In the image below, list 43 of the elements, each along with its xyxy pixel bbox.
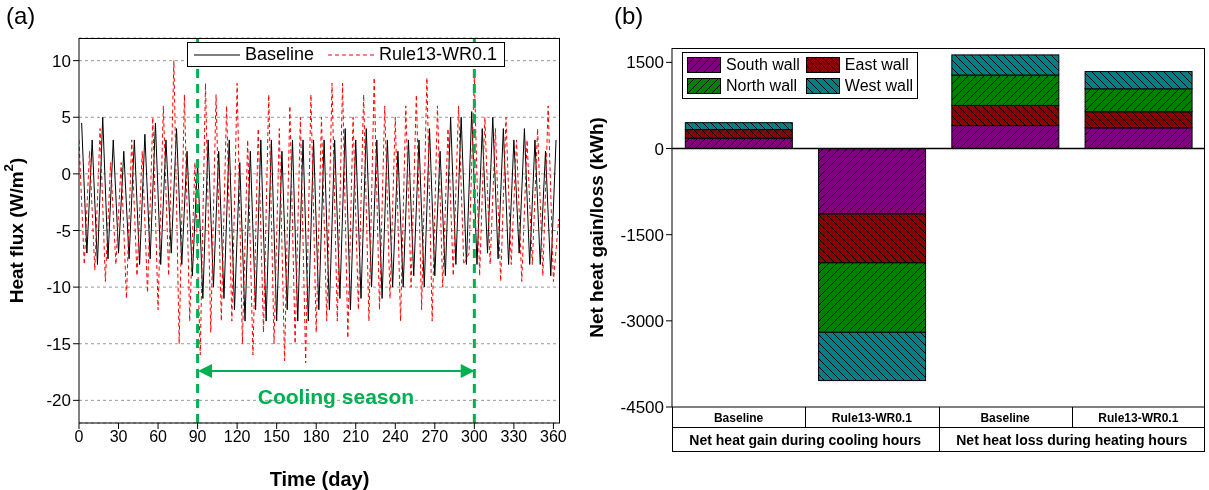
x-tick-label: 0 xyxy=(74,428,84,446)
line-series xyxy=(79,60,560,364)
x-tick-label: 60 xyxy=(149,428,168,446)
x-tick-label: 120 xyxy=(223,428,251,446)
y-tick-label: -1500 xyxy=(620,225,664,245)
x-tick-label: 300 xyxy=(460,428,488,446)
y-tick-label: 10 xyxy=(52,51,71,71)
x-axis-title: Time (day) xyxy=(269,468,370,490)
y-tick-label: -4500 xyxy=(620,398,664,418)
text: Net heat loss during heating hours xyxy=(955,430,1189,450)
legend-label: South wall xyxy=(726,56,800,74)
legend-label: East wall xyxy=(844,56,909,74)
text: Net heat gain during cooling hours xyxy=(688,430,923,450)
x-tick-label: 330 xyxy=(500,428,528,446)
x-tick-label: Rule13-WR0.1 xyxy=(831,410,913,425)
y-tick-label: -20 xyxy=(46,391,71,411)
x-tick-label: 270 xyxy=(421,428,449,446)
x-tick-label: 240 xyxy=(381,428,409,446)
legend-label: West wall xyxy=(844,77,913,95)
y-tick-label: -5 xyxy=(55,221,71,241)
y-tick-label: 5 xyxy=(61,108,71,128)
annotation: Cooling season xyxy=(257,385,415,409)
y-axis-title: Net heat gain/loss (kWh) xyxy=(585,117,607,338)
x-tick-label: Baseline xyxy=(980,410,1031,425)
y-tick-label: 1500 xyxy=(626,53,664,73)
y-tick-label: -15 xyxy=(46,334,71,354)
y-tick-label: -10 xyxy=(46,278,71,298)
legend-label: Rule13-WR0.1 xyxy=(379,44,498,65)
y-tick-label: 0 xyxy=(654,139,664,159)
legend-label: North wall xyxy=(726,77,798,95)
x-tick-label: Baseline xyxy=(713,410,764,425)
x-tick-label: 180 xyxy=(302,428,330,446)
x-tick-label: 210 xyxy=(342,428,370,446)
y-tick-label: 0 xyxy=(61,164,71,184)
legend-label: Baseline xyxy=(245,44,315,65)
x-tick-label: 90 xyxy=(188,428,207,446)
x-tick-label: Rule13-WR0.1 xyxy=(1098,410,1179,425)
x-tick-label: 150 xyxy=(263,428,291,446)
x-tick-label: 360 xyxy=(540,428,567,446)
chart-title: (a) xyxy=(6,2,36,30)
chart-title: (b) xyxy=(614,2,644,30)
x-tick-label: 30 xyxy=(109,428,128,446)
y-tick-label: -3000 xyxy=(620,311,664,331)
